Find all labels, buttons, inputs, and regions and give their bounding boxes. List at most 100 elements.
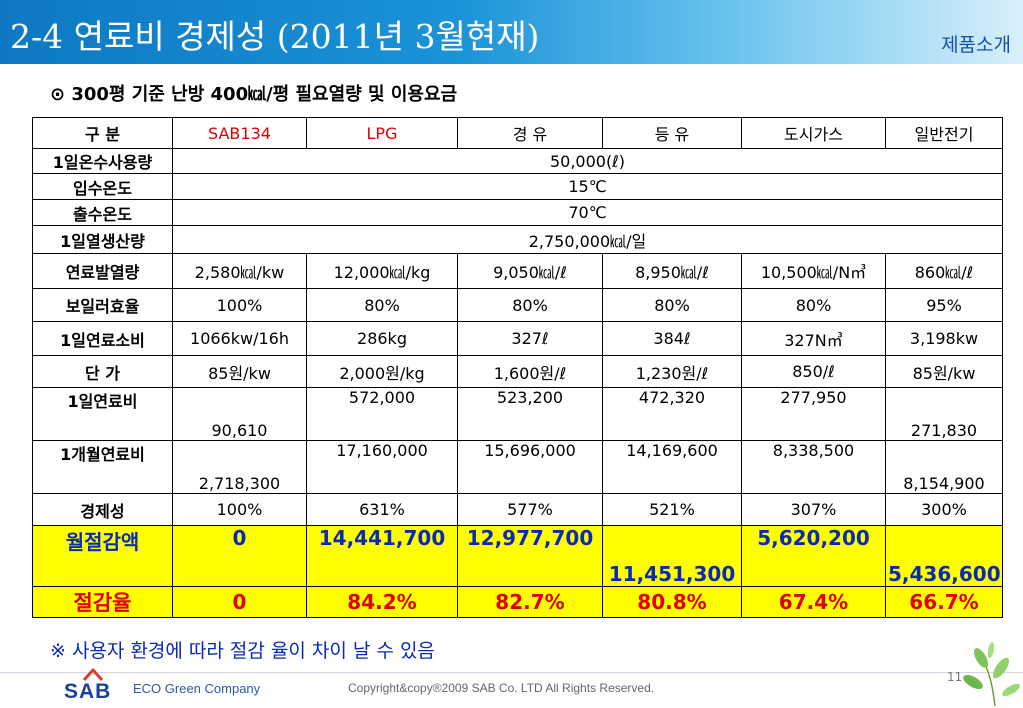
- row-label: 입수온도: [32, 173, 173, 200]
- table-row: 1일온수사용량 50,000(ℓ): [32, 148, 1003, 174]
- table-cell: 384ℓ: [602, 321, 742, 356]
- col-header-electric: 일반전기: [885, 117, 1003, 149]
- table-cell: 860㎉/ℓ: [885, 253, 1003, 289]
- table-cell: 8,950㎉/ℓ: [602, 253, 742, 289]
- merged-value: 70℃: [172, 199, 1003, 226]
- table-cell: 9,050㎉/ℓ: [457, 253, 603, 289]
- table-row: 보일러효율 100% 80% 80% 80% 80% 95%: [32, 288, 1003, 322]
- table-subtitle: ⊙ 300평 기준 난방 400㎉/평 필요열량 및 이용요금: [50, 84, 458, 105]
- slide-title: 2-4 연료비 경제성 (2011년 3월현재): [10, 17, 540, 56]
- header-banner: 2-4 연료비 경제성 (2011년 3월현재) 제품소개: [0, 0, 1023, 64]
- table-cell: 2,000원/kg: [306, 355, 458, 388]
- col-header-diesel: 경 유: [457, 117, 603, 149]
- table-cell: 67.4%: [741, 586, 886, 618]
- table-cell: 5,620,200: [741, 525, 886, 587]
- row-label: 절감율: [32, 586, 173, 618]
- table-row: 입수온도 15℃: [32, 173, 1003, 200]
- logo-text: SAB: [64, 680, 112, 703]
- row-label: 월절감액: [32, 525, 173, 587]
- table-cell: 523,200: [457, 387, 603, 441]
- table-cell: 12,977,700: [457, 525, 603, 587]
- table-cell: 15,696,000: [457, 440, 603, 494]
- table-cell: 90,610: [172, 387, 307, 441]
- table-cell: 327N㎥: [741, 321, 886, 356]
- table-cell: 11,451,300: [602, 525, 742, 587]
- table-cell: 82.7%: [457, 586, 603, 618]
- table-row: 단 가 85원/kw 2,000원/kg 1,600원/ℓ 1,230원/ℓ 8…: [32, 355, 1003, 388]
- table-cell: 95%: [885, 288, 1003, 322]
- table-cell: 80%: [457, 288, 603, 322]
- table-cell: 286kg: [306, 321, 458, 356]
- row-label: 연료발열량: [32, 253, 173, 289]
- row-label: 1일열생산량: [32, 225, 173, 254]
- table-cell: 80%: [306, 288, 458, 322]
- row-label: 1일연료비: [32, 387, 173, 441]
- highlight-row-savings-rate: 절감율 0 84.2% 82.7% 80.8% 67.4% 66.7%: [32, 586, 1003, 618]
- table-cell: 271,830: [885, 387, 1003, 441]
- col-header-sab134: SAB134: [172, 117, 307, 149]
- table-cell: 84.2%: [306, 586, 458, 618]
- row-label: 1일연료소비: [32, 321, 173, 356]
- table-row: 출수온도 70℃: [32, 199, 1003, 226]
- table-cell: 100%: [172, 288, 307, 322]
- highlight-row-monthly-savings: 월절감액 0 14,441,700 12,977,700 11,451,300 …: [32, 525, 1003, 587]
- table-row: 1일열생산량 2,750,000㎉/일: [32, 225, 1003, 254]
- table-cell: 577%: [457, 493, 603, 526]
- table-cell: 80%: [741, 288, 886, 322]
- table-cell: 80.8%: [602, 586, 742, 618]
- table-cell: 631%: [306, 493, 458, 526]
- col-header-kerosene: 등 유: [602, 117, 742, 149]
- table-cell: 472,320: [602, 387, 742, 441]
- row-label: 경제성: [32, 493, 173, 526]
- table-cell: 17,160,000: [306, 440, 458, 494]
- table-cell: 10,500㎉/N㎥: [741, 253, 886, 289]
- table-cell: 521%: [602, 493, 742, 526]
- row-label: 1개월연료비: [32, 440, 173, 494]
- company-tagline: ECO Green Company: [133, 681, 261, 696]
- row-label: 보일러효율: [32, 288, 173, 322]
- table-cell: 1066kw/16h: [172, 321, 307, 356]
- merged-value: 15℃: [172, 173, 1003, 200]
- col-header-lpg: LPG: [306, 117, 458, 149]
- page-number: 11: [947, 670, 963, 684]
- table-cell: 300%: [885, 493, 1003, 526]
- table-cell: 85원/kw: [172, 355, 307, 388]
- row-label: 출수온도: [32, 199, 173, 226]
- table-row: 1개월연료비 2,718,300 17,160,000 15,696,000 1…: [32, 440, 1003, 494]
- table-cell: 3,198kw: [885, 321, 1003, 356]
- table-cell: 2,718,300: [172, 440, 307, 494]
- table-row: 경제성 100% 631% 577% 521% 307% 300%: [32, 493, 1003, 526]
- table-cell: 8,338,500: [741, 440, 886, 494]
- row-label: 1일온수사용량: [32, 148, 173, 174]
- corner-cell: 구 분: [32, 117, 173, 149]
- col-header-city-gas: 도시가스: [741, 117, 886, 149]
- sab-logo-icon: [82, 668, 104, 682]
- table-cell: 0: [172, 586, 307, 618]
- copyright-text: Copyright&copy®2009 SAB Co. LTD All Righ…: [348, 681, 655, 695]
- merged-value: 50,000(ℓ): [172, 148, 1003, 174]
- table-cell: 850/ℓ: [741, 355, 886, 388]
- table-cell: 8,154,900: [885, 440, 1003, 494]
- table-cell: 80%: [602, 288, 742, 322]
- section-tag: 제품소개: [941, 35, 1011, 56]
- table-row: 1일연료비 90,610 572,000 523,200 472,320 277…: [32, 387, 1003, 441]
- table-cell: 85원/kw: [885, 355, 1003, 388]
- table-cell: 12,000㎉/kg: [306, 253, 458, 289]
- table-cell: 277,950: [741, 387, 886, 441]
- table-cell: 2,580㎉/kw: [172, 253, 307, 289]
- table-cell: 1,230원/ℓ: [602, 355, 742, 388]
- table-cell: 66.7%: [885, 586, 1003, 618]
- table-row: 1일연료소비 1066kw/16h 286kg 327ℓ 384ℓ 327N㎥ …: [32, 321, 1003, 356]
- green-leaves-icon: [963, 642, 1020, 707]
- table-cell: 5,436,600: [885, 525, 1003, 587]
- table-cell: 572,000: [306, 387, 458, 441]
- header-row: 구 분 SAB134 LPG 경 유 등 유 도시가스 일반전기: [32, 117, 1003, 149]
- disclaimer-note: ※ 사용자 환경에 따라 절감 율이 차이 날 수 있음: [50, 640, 435, 662]
- table-cell: 327ℓ: [457, 321, 603, 356]
- table-cell: 0: [172, 525, 307, 587]
- footer-divider: [0, 672, 1023, 673]
- merged-value: 2,750,000㎉/일: [172, 225, 1003, 254]
- fuel-cost-table: 구 분 SAB134 LPG 경 유 등 유 도시가스 일반전기 1일온수사용량…: [32, 117, 1003, 618]
- table-cell: 307%: [741, 493, 886, 526]
- row-label: 단 가: [32, 355, 173, 388]
